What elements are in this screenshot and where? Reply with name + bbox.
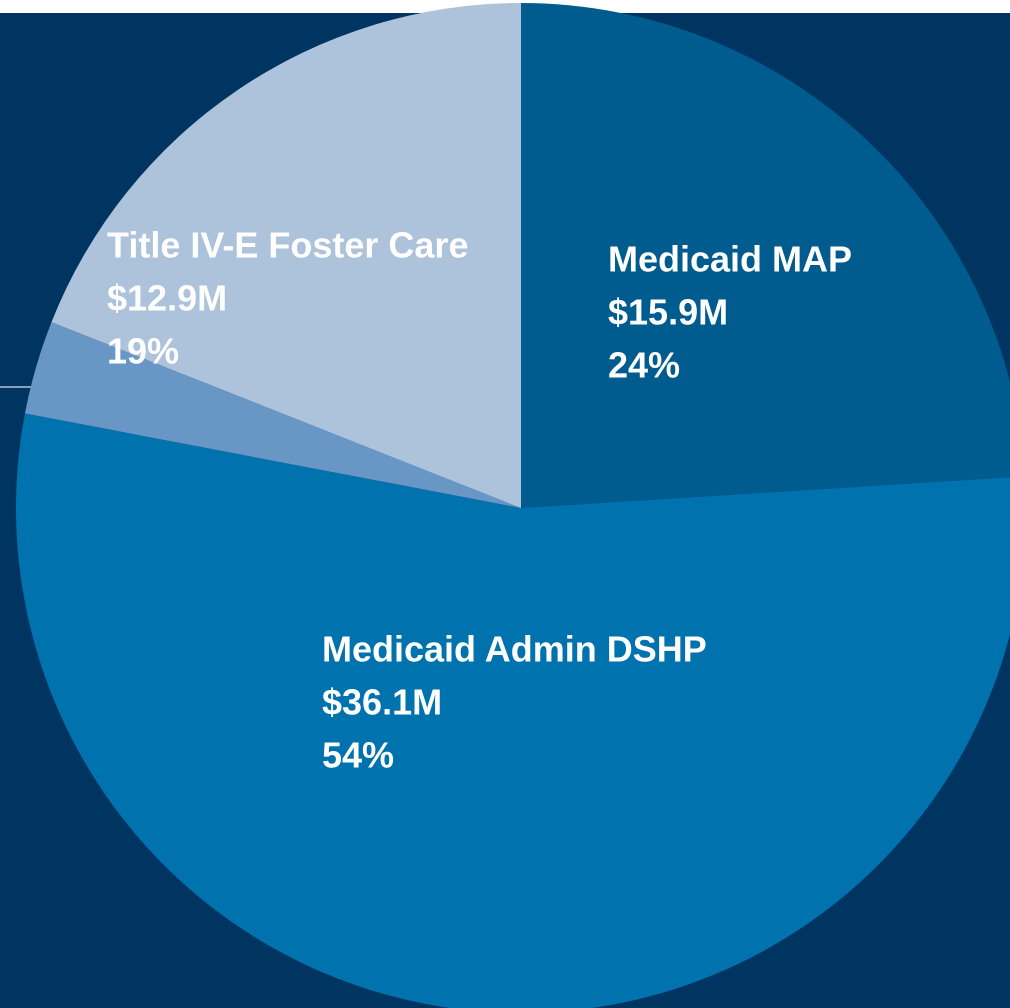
pie-slice: [24, 322, 521, 508]
slice-percent: 24%: [608, 345, 680, 386]
slice-percent: 19%: [107, 331, 179, 372]
slice-label: Medicaid MAP: [608, 239, 852, 280]
pie-slice: [16, 413, 1010, 1008]
slice-label: Medicaid Admin DSHP: [322, 629, 707, 670]
slice-amount: $15.9M: [608, 292, 728, 333]
pie-slice: [51, 3, 521, 508]
slice-amount: $36.1M: [322, 682, 442, 723]
slice-percent: 54%: [322, 735, 394, 776]
slice-amount: $12.9M: [107, 278, 227, 319]
slice-label: Title IV-E Foster Care: [107, 225, 468, 266]
pie-slice: [521, 3, 1010, 508]
